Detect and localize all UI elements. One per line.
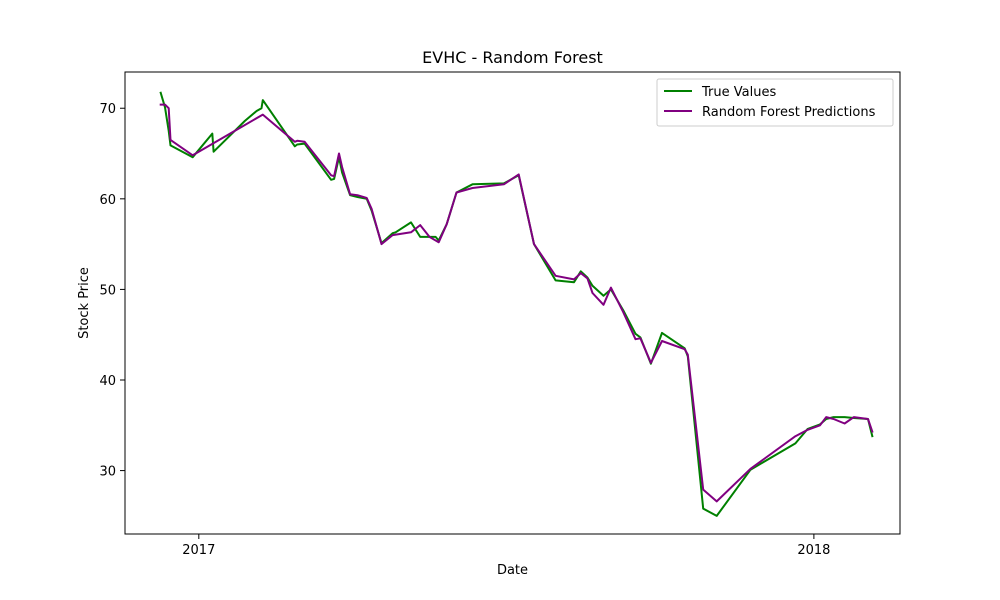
x-tick-label: 2018 [797, 543, 830, 558]
legend: True Values Random Forest Predictions [656, 78, 894, 127]
legend-box [656, 78, 894, 127]
y-tick-label: 60 [99, 193, 116, 208]
series-layer [159, 91, 874, 517]
y-axis-ticks: 30 40 50 60 70 [99, 102, 125, 480]
chart-title: EVHC - Random Forest [422, 48, 603, 67]
y-axis-label: Stock Price [77, 267, 92, 339]
plot-frame [124, 71, 901, 535]
series-line-random-forest [159, 103, 874, 503]
legend-label-random-forest: Random Forest Predictions [702, 105, 876, 120]
x-axis-label: Date [497, 563, 528, 578]
legend-label-true-values: True Values [701, 85, 776, 100]
y-tick-label: 30 [99, 465, 116, 480]
y-tick-label: 70 [99, 102, 116, 117]
plot-area [125, 72, 900, 534]
y-tick-label: 50 [99, 283, 116, 298]
y-tick-label: 40 [99, 374, 116, 389]
x-tick-label: 2017 [182, 543, 215, 558]
x-axis-ticks: 2017 2018 [182, 534, 830, 558]
